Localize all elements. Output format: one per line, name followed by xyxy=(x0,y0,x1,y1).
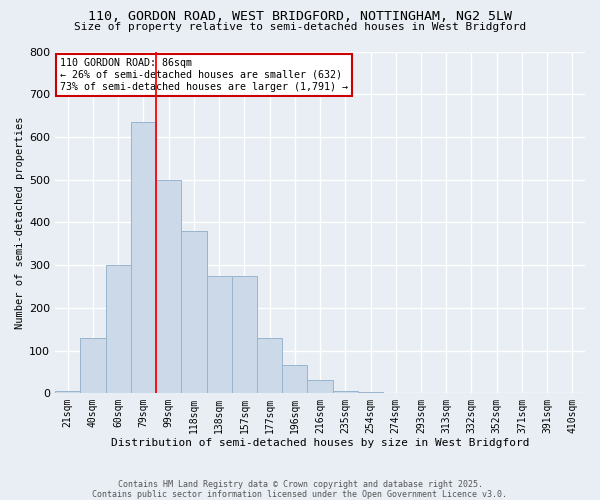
Bar xyxy=(232,276,257,393)
Bar xyxy=(80,338,106,393)
Bar xyxy=(282,366,307,393)
Text: 110 GORDON ROAD: 86sqm
← 26% of semi-detached houses are smaller (632)
73% of se: 110 GORDON ROAD: 86sqm ← 26% of semi-det… xyxy=(61,58,349,92)
Text: 110, GORDON ROAD, WEST BRIDGFORD, NOTTINGHAM, NG2 5LW: 110, GORDON ROAD, WEST BRIDGFORD, NOTTIN… xyxy=(88,10,512,23)
Bar xyxy=(307,380,332,393)
Text: Size of property relative to semi-detached houses in West Bridgford: Size of property relative to semi-detach… xyxy=(74,22,526,32)
Bar xyxy=(181,231,206,393)
Text: Contains HM Land Registry data © Crown copyright and database right 2025.
Contai: Contains HM Land Registry data © Crown c… xyxy=(92,480,508,499)
Bar xyxy=(358,392,383,393)
Bar xyxy=(106,265,131,393)
Bar xyxy=(257,338,282,393)
Y-axis label: Number of semi-detached properties: Number of semi-detached properties xyxy=(15,116,25,328)
Bar xyxy=(131,122,156,393)
Bar xyxy=(332,391,358,393)
Bar xyxy=(156,180,181,393)
Bar xyxy=(206,276,232,393)
Bar xyxy=(55,391,80,393)
X-axis label: Distribution of semi-detached houses by size in West Bridgford: Distribution of semi-detached houses by … xyxy=(111,438,529,448)
